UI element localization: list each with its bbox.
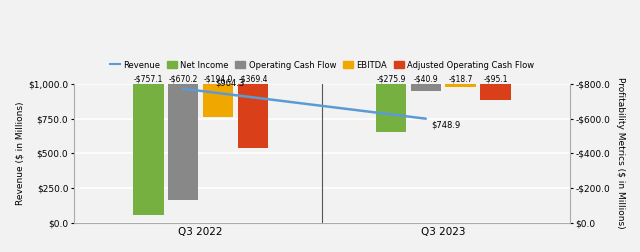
Bar xyxy=(445,84,476,87)
Text: -$369.4: -$369.4 xyxy=(238,75,268,83)
Legend: Revenue, Net Income, Operating Cash Flow, EBITDA, Adjusted Operating Cash Flow: Revenue, Net Income, Operating Cash Flow… xyxy=(106,57,538,73)
Text: -$194.0: -$194.0 xyxy=(204,75,233,83)
Y-axis label: Profitability Metrics ($ in Millions): Profitability Metrics ($ in Millions) xyxy=(616,77,625,229)
Bar xyxy=(481,84,511,100)
Bar xyxy=(168,84,198,200)
Text: $748.9: $748.9 xyxy=(431,121,461,130)
Text: -$275.9: -$275.9 xyxy=(376,75,406,83)
Text: -$95.1: -$95.1 xyxy=(483,75,508,83)
Text: $964.3: $964.3 xyxy=(215,78,244,87)
Bar xyxy=(411,84,441,91)
Bar xyxy=(238,84,268,148)
Text: -$757.1: -$757.1 xyxy=(134,75,163,83)
Text: -$18.7: -$18.7 xyxy=(449,75,473,83)
Bar xyxy=(203,84,233,117)
Bar xyxy=(133,84,163,215)
Text: -$670.2: -$670.2 xyxy=(168,75,198,83)
Y-axis label: Revenue ($ in Millions): Revenue ($ in Millions) xyxy=(15,102,24,205)
Bar xyxy=(376,84,406,132)
Text: -$40.9: -$40.9 xyxy=(413,75,438,83)
